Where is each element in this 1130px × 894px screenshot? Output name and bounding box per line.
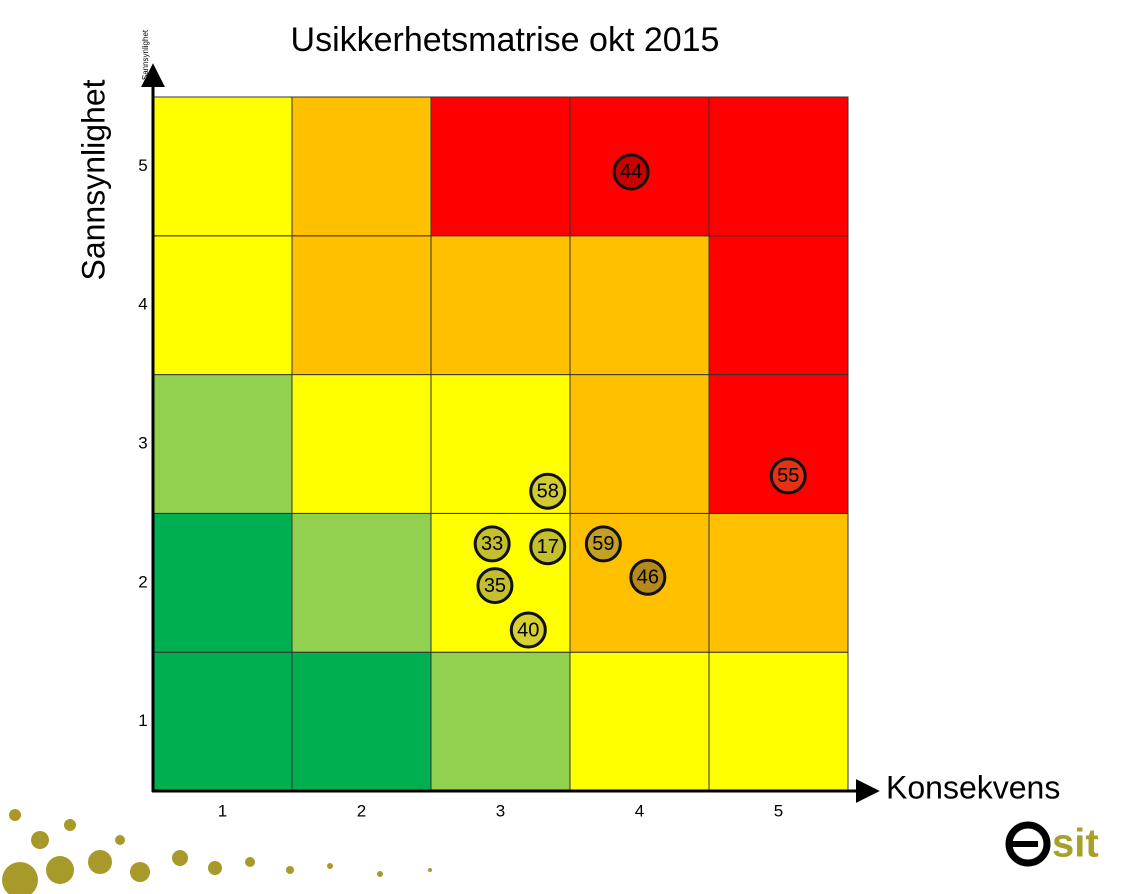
logo-text: sit	[1052, 822, 1099, 866]
matrix-cell	[570, 236, 709, 375]
matrix-cell	[153, 513, 292, 652]
matrix-cell	[709, 236, 848, 375]
risk-point-label: 44	[620, 161, 642, 183]
x-tick-label: 4	[635, 801, 644, 820]
matrix-cell	[709, 513, 848, 652]
x-axis-label: Konsekvens	[886, 769, 1060, 805]
y-tick-label: 1	[138, 711, 147, 730]
risk-point-label: 35	[484, 575, 506, 597]
x-tick-label: 2	[357, 801, 366, 820]
y-axis-label-small: Sannsynlighet	[141, 29, 150, 80]
matrix-cell	[153, 97, 292, 236]
matrix-cell	[570, 375, 709, 514]
matrix-cell	[709, 652, 848, 791]
matrix-cell	[292, 97, 431, 236]
matrix-cell	[431, 652, 570, 791]
y-axis-label: Sannsynlighet	[75, 79, 111, 280]
logo: sit	[1009, 822, 1099, 866]
y-tick-label: 3	[138, 433, 147, 452]
matrix-cell	[292, 375, 431, 514]
risk-point-label: 55	[777, 465, 799, 487]
risk-point-label: 59	[592, 533, 614, 555]
matrix-cell	[292, 236, 431, 375]
matrix-cell	[292, 652, 431, 791]
matrix-cell	[153, 236, 292, 375]
matrix-cell	[292, 513, 431, 652]
chart-title: Usikkerhetsmatrise okt 2015	[291, 21, 720, 59]
matrix-cell	[431, 97, 570, 236]
x-tick-label: 5	[774, 801, 783, 820]
matrix-cell	[431, 236, 570, 375]
risk-point-label: 40	[517, 619, 539, 641]
matrix-cell	[153, 652, 292, 791]
chart: Usikkerhetsmatrise okt 2015 Sannsynlighe…	[0, 0, 1130, 894]
matrix-cell	[709, 375, 848, 514]
matrix-cell	[709, 97, 848, 236]
risk-point-label: 58	[537, 480, 559, 502]
y-tick-label: 4	[138, 295, 147, 314]
matrix-cells	[153, 97, 848, 791]
y-tick-label: 2	[138, 572, 147, 591]
matrix-cell	[570, 652, 709, 791]
y-tick-label: 5	[138, 156, 147, 175]
matrix-cell	[153, 375, 292, 514]
x-tick-label: 1	[218, 801, 227, 820]
risk-point-label: 33	[481, 533, 503, 555]
x-tick-label: 3	[496, 801, 505, 820]
risk-point-label: 17	[537, 536, 559, 558]
decoration	[2, 809, 432, 894]
risk-point-label: 46	[637, 567, 659, 589]
